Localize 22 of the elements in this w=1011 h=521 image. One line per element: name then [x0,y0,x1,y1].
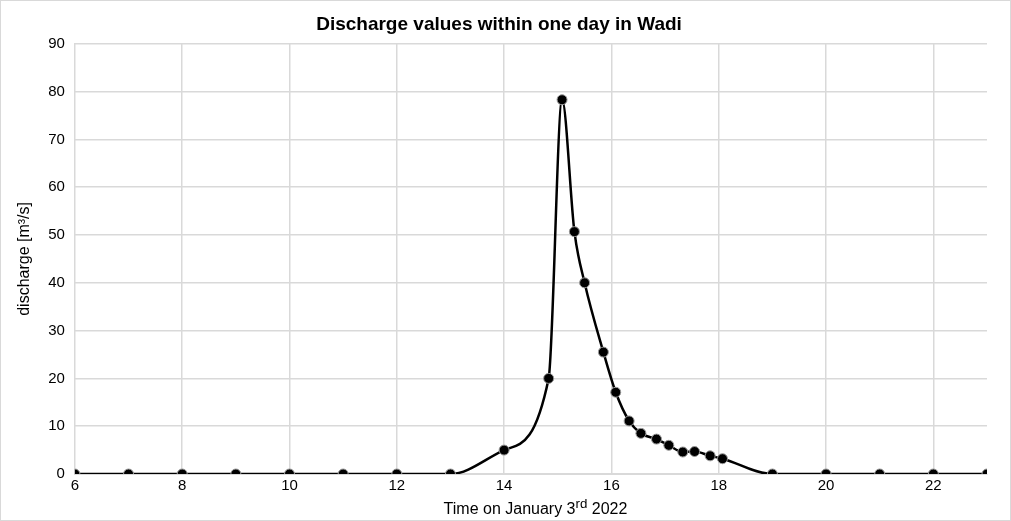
chart-title: Discharge values within one day in Wadi [316,12,682,34]
y-tick-label: 80 [48,81,65,99]
y-tick-label: 30 [48,320,65,338]
y-tick-label: 20 [48,368,65,386]
x-tick-label: 20 [817,476,835,494]
x-tick-label: 12 [388,476,406,494]
y-axis-title: discharge [m³/s] [15,201,33,316]
y-tick-label: 40 [48,272,65,290]
x-tick-label: 18 [710,476,728,494]
x-tick-label: 16 [603,476,620,494]
x-axis-title: Time on January 3$^{rd}$ 2022 [442,495,629,518]
x-tick-label: 6 [70,476,80,494]
y-tick-label: 60 [48,177,65,195]
x-tick-label: 8 [178,476,187,494]
y-tick-label: 90 [48,33,65,51]
y-tick-label: 70 [48,129,65,147]
x-tick-label: 22 [925,476,942,494]
x-tick-label: 14 [495,476,513,494]
x-tick-label: 10 [281,476,298,494]
y-tick-label: 50 [48,225,65,243]
y-tick-label: 0 [56,464,65,482]
y-tick-label: 10 [48,416,65,434]
